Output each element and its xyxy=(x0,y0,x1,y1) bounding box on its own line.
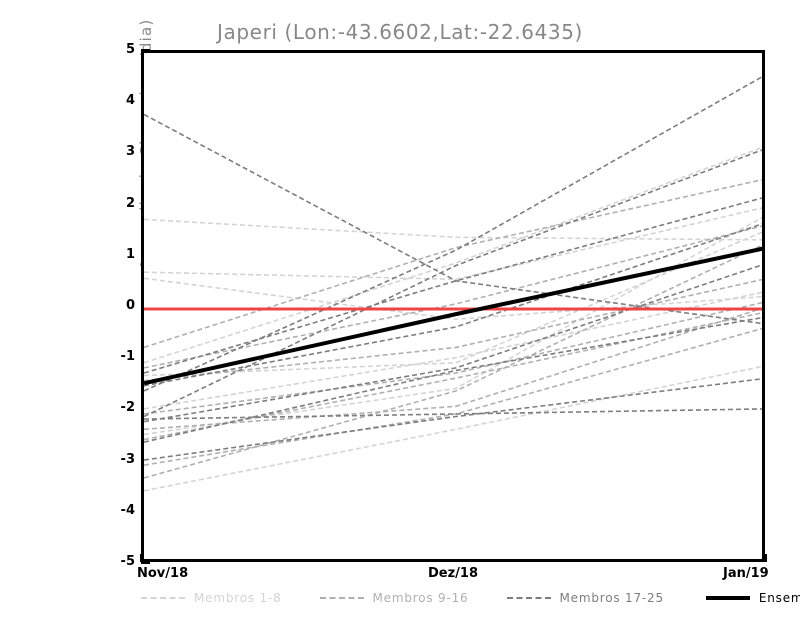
legend-item[interactable]: Ensemble Mean xyxy=(705,591,800,605)
member-line xyxy=(144,278,762,382)
member-line xyxy=(144,75,762,392)
member-line xyxy=(144,264,762,423)
member-line xyxy=(144,316,762,443)
y-tick-label: 0 xyxy=(125,298,135,313)
member-line xyxy=(144,207,762,281)
member-line xyxy=(144,408,762,420)
y-tick-label: -1 xyxy=(120,349,135,365)
chart-legend: Membros 1-8 Membros 9-16 Membros 17-25 Ense… xyxy=(141,588,800,608)
legend-line-icon xyxy=(506,597,551,599)
legend-item[interactable]: Membros 17-25 xyxy=(506,591,664,605)
y-tick-label: 1 xyxy=(125,246,135,262)
member-line xyxy=(144,301,762,415)
member-line xyxy=(144,197,762,374)
y-tick-label: 5 xyxy=(125,42,135,57)
member-line xyxy=(144,307,762,431)
legend-line-icon xyxy=(141,597,185,599)
x-tick-label: Dez/18 xyxy=(428,566,479,581)
member-line xyxy=(144,178,762,349)
legend-item[interactable]: Membros 9-16 xyxy=(319,591,469,605)
member-line xyxy=(144,216,762,436)
plot-area xyxy=(141,50,765,562)
x-tick-mark xyxy=(764,554,767,562)
member-line xyxy=(144,223,762,387)
x-tick-label: Jan/19 xyxy=(723,566,769,581)
member-line xyxy=(144,149,762,418)
member-line xyxy=(144,365,762,492)
legend-label: Ensemble Mean xyxy=(758,591,800,605)
member-line xyxy=(144,218,762,241)
series-canvas xyxy=(144,75,762,492)
x-tick-label: Nov/18 xyxy=(137,566,189,581)
ensemble-mean-line xyxy=(144,246,762,386)
legend-line-icon xyxy=(705,596,750,600)
legend-label: Membros 1-8 xyxy=(194,591,282,605)
y-tick-label: -5 xyxy=(120,554,135,569)
member-line xyxy=(144,225,762,369)
y-tick-mark xyxy=(141,561,150,564)
legend-label: Membros 17-25 xyxy=(559,591,664,605)
member-line xyxy=(144,113,762,325)
legend-line-icon xyxy=(319,597,364,599)
y-tick-label: 2 xyxy=(125,195,135,211)
member-line xyxy=(144,291,762,410)
member-line xyxy=(144,244,762,479)
member-line xyxy=(144,378,762,461)
y-tick-label: -3 xyxy=(120,451,135,467)
member-line xyxy=(144,231,762,377)
member-line xyxy=(144,312,762,441)
member-line xyxy=(144,277,762,321)
y-tick-label: -2 xyxy=(120,400,135,416)
y-tick-label: -4 xyxy=(120,502,135,518)
legend-label: Membros 9-16 xyxy=(372,591,469,605)
page-title: Japeri (Lon:-43.6602,Lat:-22.6435) xyxy=(217,20,583,44)
legend-item[interactable]: Membros 1-8 xyxy=(141,591,282,605)
y-tick-label: 4 xyxy=(125,93,135,109)
y-tick-label: 3 xyxy=(125,144,135,160)
